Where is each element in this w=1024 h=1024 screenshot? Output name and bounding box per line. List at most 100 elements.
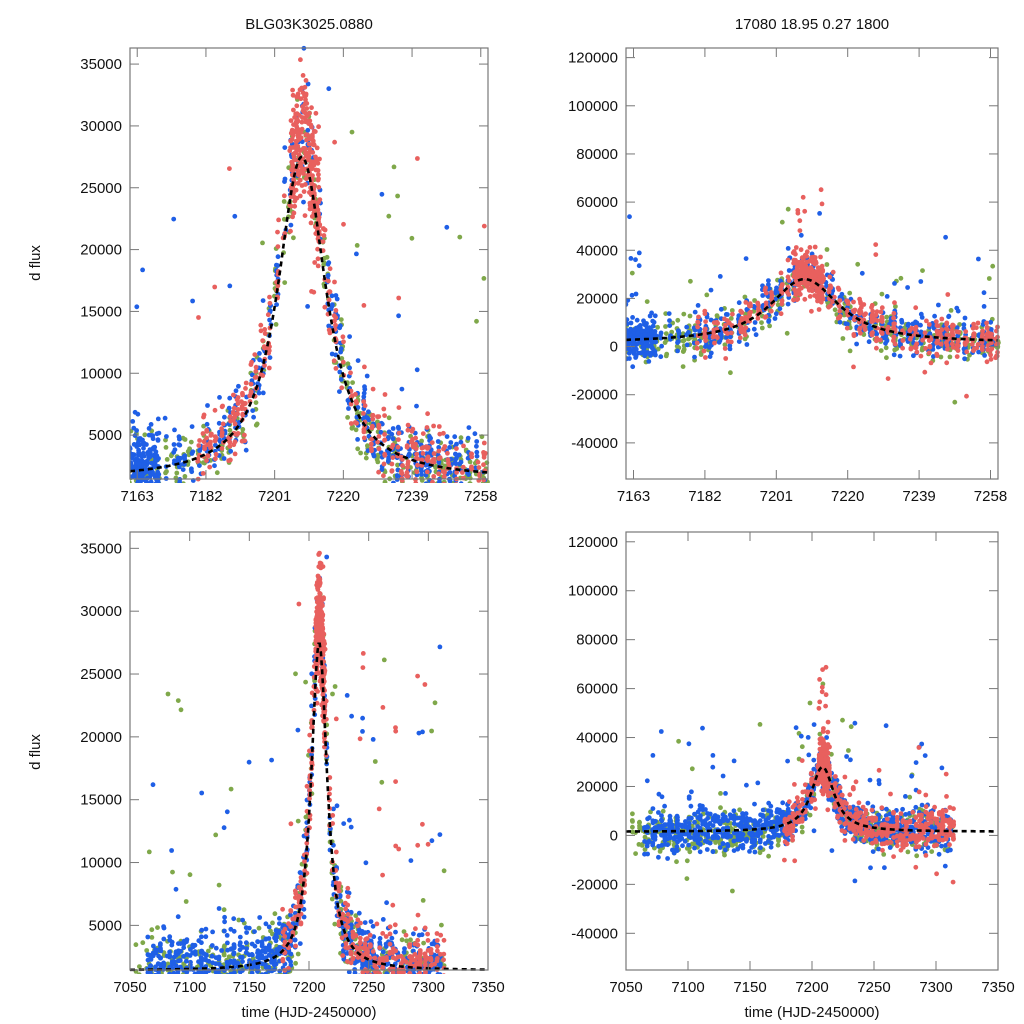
- point-blue: [628, 256, 634, 261]
- point-green: [213, 980, 218, 985]
- point-blue: [250, 408, 256, 413]
- point-green: [847, 348, 853, 354]
- point-blue: [384, 900, 389, 906]
- point-red: [232, 451, 238, 457]
- point-red: [802, 208, 808, 214]
- point-red: [785, 257, 791, 263]
- point-green: [260, 240, 265, 246]
- point-red: [469, 466, 475, 472]
- point-blue: [301, 906, 307, 912]
- point-blue: [168, 973, 170, 974]
- point-blue: [458, 481, 464, 483]
- point-blue: [845, 321, 850, 327]
- point-red: [425, 931, 430, 937]
- point-blue: [943, 234, 948, 240]
- point-blue: [405, 994, 410, 999]
- point-red: [234, 411, 240, 416]
- point-blue: [217, 981, 222, 986]
- point-red: [945, 346, 950, 352]
- point-blue: [173, 949, 179, 955]
- point-green: [386, 415, 392, 421]
- point-red: [242, 401, 248, 407]
- point-blue: [146, 973, 150, 974]
- point-blue: [357, 973, 361, 974]
- point-green: [175, 482, 178, 483]
- point-green: [663, 353, 669, 359]
- point-red: [410, 443, 416, 449]
- point-green: [206, 977, 211, 982]
- point-red: [989, 340, 994, 346]
- point-green: [420, 898, 426, 903]
- point-green: [722, 342, 728, 348]
- point-blue: [355, 358, 361, 363]
- point-red: [790, 250, 796, 256]
- point-blue: [292, 937, 298, 943]
- point-red: [442, 485, 447, 490]
- point-red: [220, 421, 226, 427]
- point-green: [388, 994, 393, 999]
- point-red: [405, 461, 411, 467]
- point-blue: [219, 987, 224, 992]
- point-blue: [155, 485, 160, 490]
- point-green: [165, 691, 171, 697]
- point-red: [857, 311, 863, 316]
- point-blue: [385, 961, 391, 966]
- point-blue: [658, 354, 664, 360]
- point-blue: [225, 947, 231, 953]
- point-red: [844, 325, 850, 331]
- point-red: [818, 254, 823, 260]
- point-blue: [249, 952, 255, 957]
- point-blue: [255, 939, 261, 945]
- point-blue: [897, 353, 903, 359]
- point-green: [728, 370, 733, 376]
- point-blue: [193, 999, 198, 1004]
- point-green: [451, 484, 456, 489]
- point-red: [375, 439, 380, 445]
- point-green: [281, 216, 287, 222]
- point-green: [404, 938, 409, 944]
- point-blue: [626, 317, 630, 323]
- point-red: [290, 164, 296, 169]
- point-green: [450, 483, 455, 488]
- point-green: [681, 337, 687, 343]
- point-blue: [437, 644, 443, 650]
- point-red: [737, 335, 743, 341]
- point-blue: [326, 323, 332, 329]
- point-blue: [238, 954, 243, 960]
- point-green: [419, 438, 424, 444]
- y-tick-label: 35000: [80, 56, 122, 73]
- point-red: [303, 78, 309, 83]
- point-red: [370, 386, 376, 392]
- point-blue: [650, 345, 655, 351]
- point-red: [303, 97, 308, 103]
- point-red: [294, 195, 300, 201]
- point-blue: [628, 320, 634, 326]
- point-red: [288, 145, 293, 151]
- panel-title-top-right: 17080 18.95 0.27 1800: [735, 16, 889, 33]
- point-red: [316, 184, 322, 190]
- point-blue: [346, 406, 351, 411]
- point-red: [858, 330, 863, 336]
- point-red: [249, 359, 255, 365]
- point-blue: [171, 483, 176, 488]
- point-blue: [954, 325, 960, 331]
- point-red: [311, 190, 317, 196]
- point-red: [913, 305, 919, 311]
- point-blue: [337, 893, 343, 898]
- point-green: [401, 929, 407, 934]
- point-green: [137, 972, 142, 974]
- point-blue: [134, 304, 140, 310]
- point-red: [436, 471, 441, 477]
- point-red: [851, 299, 856, 305]
- point-blue: [752, 320, 758, 325]
- point-red: [807, 267, 812, 272]
- point-blue: [961, 322, 967, 328]
- point-green: [137, 997, 142, 1002]
- point-blue: [390, 426, 396, 431]
- point-blue: [249, 970, 255, 974]
- point-blue: [231, 970, 237, 974]
- point-blue: [453, 461, 459, 467]
- point-green: [180, 435, 186, 441]
- point-green: [675, 317, 681, 323]
- point-blue: [708, 317, 714, 323]
